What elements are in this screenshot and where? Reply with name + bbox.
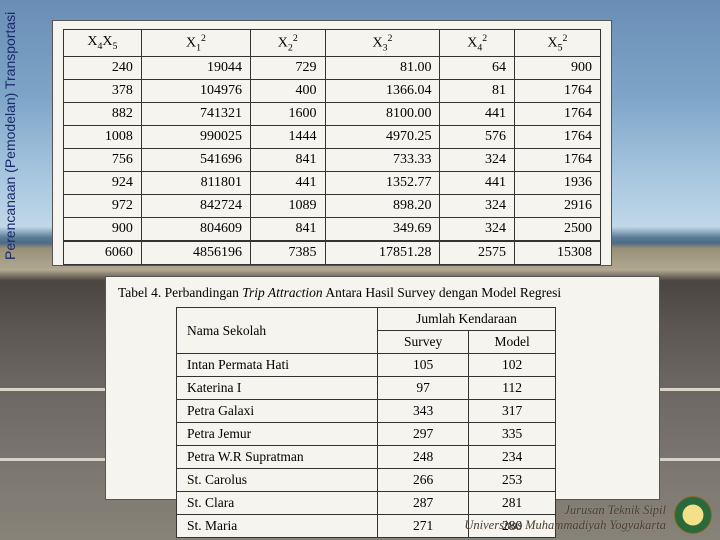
university-logo-icon (674, 496, 712, 534)
table-row: 88274132116008100.004411764 (64, 103, 601, 126)
t1-header: X4X5 (64, 30, 142, 57)
col-school: Nama Sekolah (177, 308, 378, 354)
table-row: St. Carolus266253 (177, 469, 556, 492)
col-group: Jumlah Kendaraan (378, 308, 556, 331)
table-row: 9248118014411352.774411936 (64, 172, 601, 195)
table-row: Petra Jemur297335 (177, 423, 556, 446)
table-row: Petra W.R Supratman248234 (177, 446, 556, 469)
sidebar-title: Perencanaan (Pemodelan) Transportasi (2, 12, 18, 260)
table-row: 756541696841733.333241764 (64, 149, 601, 172)
t1-header: X52 (514, 30, 600, 57)
table1-panel: X4X5X12X22X32X42X52 2401904472981.006490… (52, 20, 612, 266)
footer-credit: Jurusan Teknik Sipil Universitas Muhamma… (464, 503, 666, 534)
table-row: 900804609841349.693242500 (64, 218, 601, 242)
table-row-sum: 60604856196738517851.28257515308 (64, 241, 601, 265)
table-row: 100899002514444970.255761764 (64, 126, 601, 149)
t1-header: X22 (251, 30, 325, 57)
table-row: Petra Galaxi343317 (177, 400, 556, 423)
t1-header: X32 (325, 30, 440, 57)
footer-line1: Jurusan Teknik Sipil (464, 503, 666, 519)
table-row: Intan Permata Hati105102 (177, 354, 556, 377)
table-row: Katerina I97112 (177, 377, 556, 400)
col-model: Model (469, 331, 556, 354)
footer-line2: Universitas Muhammadiyah Yogyakarta (464, 518, 666, 534)
table2-panel: Tabel 4. Perbandingan Trip Attraction An… (105, 276, 660, 500)
t1-header: X12 (141, 30, 250, 57)
table-row: 3781049764001366.04811764 (64, 80, 601, 103)
stats-table: X4X5X12X22X32X42X52 2401904472981.006490… (63, 29, 601, 265)
table2-title: Tabel 4. Perbandingan Trip Attraction An… (118, 285, 649, 301)
col-survey: Survey (378, 331, 469, 354)
table-row: 2401904472981.0064900 (64, 57, 601, 80)
t1-header: X42 (440, 30, 514, 57)
table-row: 9728427241089898.203242916 (64, 195, 601, 218)
